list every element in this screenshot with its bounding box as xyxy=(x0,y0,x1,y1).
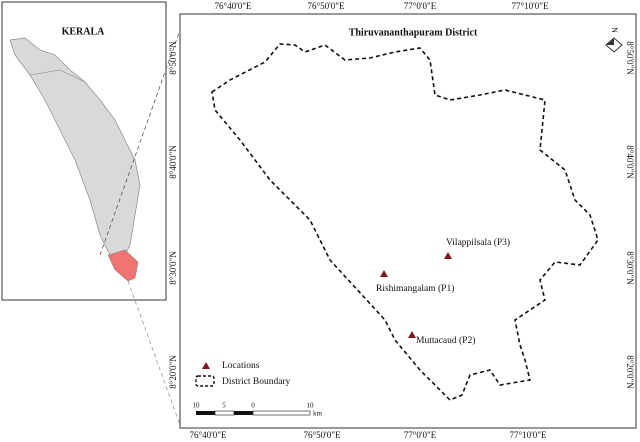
scale-unit: km xyxy=(313,410,323,418)
legend-label: Locations xyxy=(222,361,260,371)
lat-label: 8°30'0"N xyxy=(625,251,635,285)
scale-label: 5 xyxy=(222,402,226,410)
connector xyxy=(127,280,181,426)
lon-label: 76°50'0"E xyxy=(304,430,341,440)
map-title: Thiruvananthapuram District xyxy=(349,27,478,38)
legend-marker xyxy=(202,362,210,369)
lon-label: 77°10'0"E xyxy=(512,1,549,11)
lon-label: 76°40'0"E xyxy=(215,1,252,11)
lat-label: 8°20'0"N xyxy=(168,355,178,389)
lat-label: 8°50'0"N xyxy=(625,41,635,75)
lat-label: 8°40'0"N xyxy=(625,145,635,179)
location-marker xyxy=(444,252,452,259)
district-lines xyxy=(29,69,86,83)
lat-label: 8°30'0"N xyxy=(168,251,178,285)
location-label: Rishimangalam (P1) xyxy=(376,283,454,294)
location-label: Muttacaud (P2) xyxy=(416,335,475,346)
highlight-district xyxy=(107,249,139,282)
location-label: Vilappilsala (P3) xyxy=(446,237,510,248)
scale-label: 10 xyxy=(193,402,201,410)
lon-ticks: 76°40'0"E 76°50'0"E 77°0'0"E 77°10'0"E 7… xyxy=(190,1,549,440)
legend-swatch xyxy=(195,375,215,387)
north-label: N xyxy=(610,27,619,33)
lon-label: 76°40'0"E xyxy=(190,430,227,440)
lat-ticks: 8°50'0"N 8°40'0"N 8°30'0"N 8°20'0"N 8°50… xyxy=(168,41,635,389)
north-arrow: N xyxy=(605,27,623,53)
inset-title: KERALA xyxy=(62,26,106,37)
location-marker xyxy=(380,270,388,277)
lat-label: 8°50'0"N xyxy=(168,41,178,75)
location-marker xyxy=(408,331,416,338)
map-frame xyxy=(179,13,637,429)
lon-label: 77°0'0"E xyxy=(404,1,437,11)
lon-label: 77°10'0"E xyxy=(510,430,547,440)
scale-bar: 10 5 0 10 km xyxy=(193,402,323,418)
district-boundary xyxy=(211,43,599,401)
legend-label: District Boundary xyxy=(222,377,291,387)
scale-label: 0 xyxy=(251,402,255,410)
lon-label: 77°0'0"E xyxy=(404,430,437,440)
lat-label: 8°20'0"N xyxy=(625,355,635,389)
lat-label: 8°40'0"N xyxy=(168,145,178,179)
scale-label: 10 xyxy=(307,402,315,410)
connector xyxy=(99,29,181,256)
kerala-state xyxy=(9,37,141,256)
lon-label: 76°50'0"E xyxy=(308,1,345,11)
